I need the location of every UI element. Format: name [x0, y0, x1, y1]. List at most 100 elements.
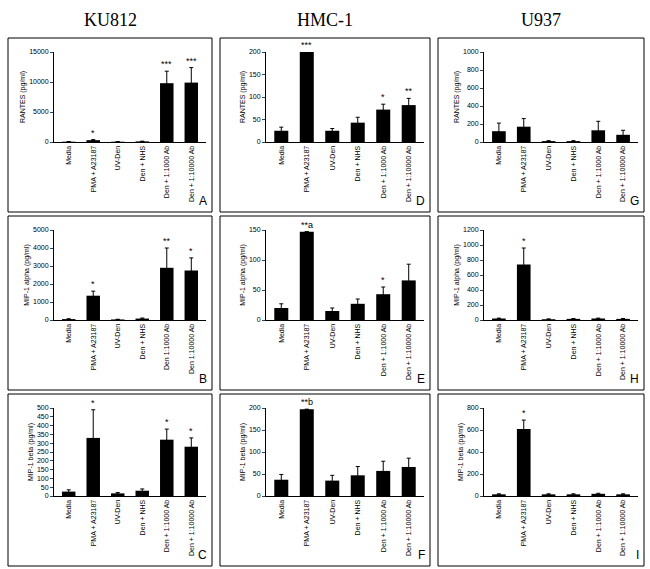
svg-text:UV-Den: UV-Den: [114, 500, 121, 525]
svg-text:*: *: [91, 128, 95, 138]
svg-text:G: G: [630, 194, 639, 208]
svg-text:Den + 1:1000 Ab: Den + 1:1000 Ab: [595, 146, 602, 198]
svg-text:D: D: [416, 194, 425, 208]
svg-text:100: 100: [37, 475, 49, 482]
svg-text:PMA + A23187: PMA + A23187: [90, 324, 97, 371]
svg-text:Media: Media: [65, 324, 72, 343]
svg-text:800: 800: [467, 66, 479, 73]
svg-text:H: H: [630, 372, 639, 386]
svg-text:UV-Den: UV-Den: [329, 324, 336, 349]
svg-text:400: 400: [467, 102, 479, 109]
svg-text:Den + 1:10000 Ab: Den + 1:10000 Ab: [405, 146, 412, 202]
svg-text:0: 0: [45, 138, 49, 145]
svg-text:200: 200: [249, 404, 261, 411]
svg-text:1000: 1000: [463, 48, 479, 55]
svg-text:Den + NHS: Den + NHS: [139, 323, 146, 359]
svg-text:PMA + A23187: PMA + A23187: [90, 500, 97, 547]
svg-text:500: 500: [37, 404, 49, 411]
svg-text:100: 100: [249, 93, 261, 100]
svg-text:RANTES (pg/ml): RANTES (pg/ml): [453, 71, 461, 123]
svg-text:UV-Den: UV-Den: [545, 500, 552, 525]
svg-text:Den + NHS: Den + NHS: [354, 499, 361, 535]
svg-text:5000: 5000: [33, 108, 49, 115]
svg-text:Den + 1:1000 Ab: Den + 1:1000 Ab: [380, 500, 387, 552]
svg-text:250: 250: [37, 448, 49, 455]
svg-text:0: 0: [45, 316, 49, 323]
svg-text:RANTES (pg/ml): RANTES (pg/ml): [239, 71, 247, 123]
svg-text:200: 200: [467, 470, 479, 477]
svg-text:***: ***: [186, 56, 197, 66]
svg-text:Den + NHS: Den + NHS: [139, 145, 146, 181]
svg-text:UV-Den: UV-Den: [545, 146, 552, 171]
svg-text:50: 50: [253, 116, 261, 123]
svg-text:50: 50: [41, 484, 49, 491]
svg-text:Den + 1:1000 Ab: Den + 1:1000 Ab: [595, 324, 602, 376]
svg-text:0: 0: [475, 138, 479, 145]
svg-text:Den + 1:1000 Ab: Den + 1:1000 Ab: [380, 146, 387, 198]
svg-text:350: 350: [37, 431, 49, 438]
svg-text:Den 1:10000 Ab: Den 1:10000 Ab: [188, 324, 195, 374]
svg-text:MIP-1 alpha (pg/ml): MIP-1 alpha (pg/ml): [453, 244, 461, 305]
svg-text:150: 150: [249, 71, 261, 78]
svg-text:Den + 1:1000 Ab: Den + 1:1000 Ab: [595, 500, 602, 552]
svg-text:200: 200: [467, 120, 479, 127]
svg-text:50: 50: [253, 286, 261, 293]
svg-text:Den + 1:10000 Ab: Den + 1:10000 Ab: [188, 500, 195, 556]
svg-text:MIP-1 alpha (pg/ml): MIP-1 alpha (pg/ml): [23, 244, 31, 305]
svg-text:Den + 1:10000 Ab: Den + 1:10000 Ab: [619, 324, 626, 380]
svg-text:**: **: [163, 236, 171, 246]
svg-text:UV-Den: UV-Den: [329, 146, 336, 171]
svg-text:15000: 15000: [29, 48, 49, 55]
svg-text:Den + 1:10000 Ab: Den + 1:10000 Ab: [619, 500, 626, 556]
svg-text:800: 800: [467, 404, 479, 411]
svg-text:200: 200: [37, 457, 49, 464]
svg-text:UV-Den: UV-Den: [329, 500, 336, 525]
svg-text:800: 800: [467, 256, 479, 263]
svg-text:Media: Media: [495, 324, 502, 343]
svg-text:450: 450: [37, 413, 49, 420]
svg-text:HMC-1: HMC-1: [297, 10, 353, 30]
svg-text:PMA + A23187: PMA + A23187: [303, 324, 310, 371]
svg-text:0: 0: [475, 316, 479, 323]
svg-text:Den + NHS: Den + NHS: [354, 323, 361, 359]
svg-text:Den + NHS: Den + NHS: [570, 145, 577, 181]
svg-text:0: 0: [257, 316, 261, 323]
svg-text:E: E: [417, 372, 425, 386]
svg-text:UV-Den: UV-Den: [114, 324, 121, 349]
svg-text:1200: 1200: [463, 226, 479, 233]
svg-text:150: 150: [249, 226, 261, 233]
svg-text:UV-Den: UV-Den: [114, 146, 121, 171]
svg-text:Media: Media: [65, 146, 72, 165]
svg-text:200: 200: [249, 48, 261, 55]
svg-text:Den + NHS: Den + NHS: [570, 323, 577, 359]
svg-text:0: 0: [475, 492, 479, 499]
svg-text:MIP-1 alpha (pg/ml): MIP-1 alpha (pg/ml): [239, 244, 247, 305]
svg-text:KU812: KU812: [84, 10, 137, 30]
svg-text:I: I: [636, 548, 639, 562]
svg-text:Den + NHS: Den + NHS: [354, 145, 361, 181]
svg-text:PMA + A23187: PMA + A23187: [520, 500, 527, 547]
svg-text:***: ***: [161, 59, 172, 69]
svg-text:*: *: [91, 279, 95, 289]
svg-text:*: *: [189, 246, 193, 256]
svg-text:Den + 1:10000 Ab: Den + 1:10000 Ab: [405, 500, 412, 556]
svg-text:B: B: [199, 372, 207, 386]
svg-text:0: 0: [257, 138, 261, 145]
svg-text:Den + NHS: Den + NHS: [570, 499, 577, 535]
svg-text:2000: 2000: [33, 280, 49, 287]
svg-text:PMA + A23187: PMA + A23187: [303, 146, 310, 193]
svg-text:Media: Media: [495, 500, 502, 519]
svg-text:*: *: [381, 275, 385, 285]
svg-text:Den 1:1000 Ab: Den 1:1000 Ab: [163, 324, 170, 370]
svg-text:50: 50: [253, 470, 261, 477]
svg-text:***: ***: [301, 40, 312, 50]
svg-text:*: *: [381, 92, 385, 102]
svg-text:Den + 1:1000 Ab: Den + 1:1000 Ab: [163, 146, 170, 198]
svg-text:U937: U937: [521, 10, 561, 30]
svg-text:Media: Media: [495, 146, 502, 165]
svg-text:200: 200: [467, 301, 479, 308]
svg-text:Den + 1:10000 Ab: Den + 1:10000 Ab: [188, 146, 195, 202]
svg-text:Den + 1:10000 Ab: Den + 1:10000 Ab: [619, 146, 626, 202]
svg-text:PMA + A23187: PMA + A23187: [303, 500, 310, 547]
svg-text:0: 0: [45, 492, 49, 499]
